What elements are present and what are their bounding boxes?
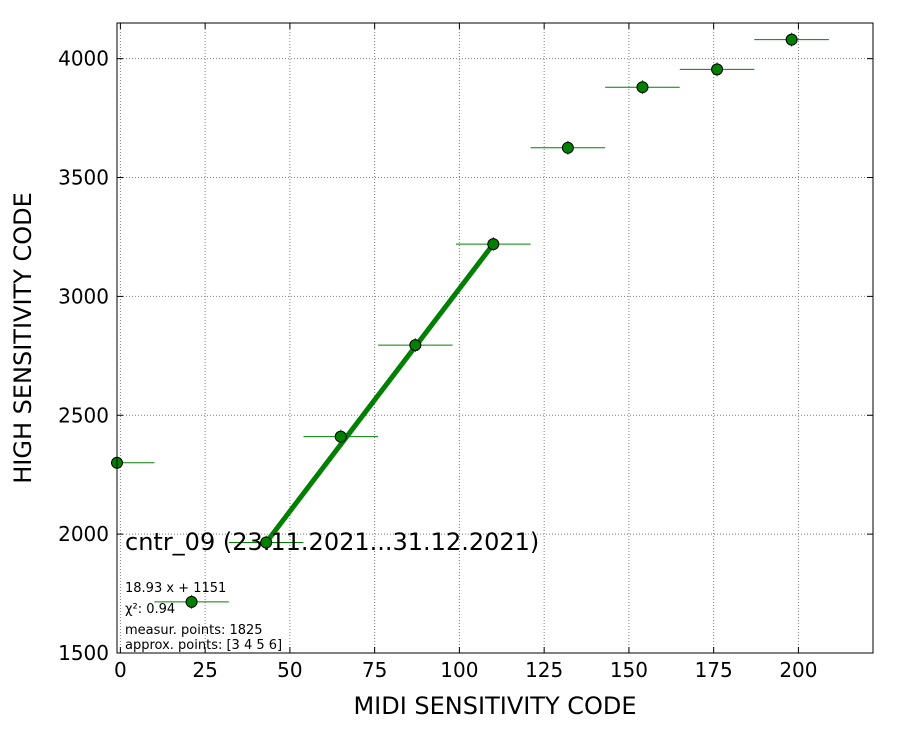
y-tick-label: 1500 <box>58 641 109 665</box>
fit-line-group <box>263 241 496 545</box>
x-tick-label: 25 <box>192 658 217 682</box>
x-tick-labels: 0 25 50 75 100 125 150 175 200 <box>114 658 817 682</box>
chart-title: cntr_09 (23.11.2021...31.12.2021) <box>125 528 539 556</box>
x-tick-label: 100 <box>440 658 478 682</box>
x-tick-label: 125 <box>525 658 563 682</box>
y-tick-label: 2500 <box>58 403 109 427</box>
data-point <box>409 339 422 352</box>
y-tick-labels: 1500 2000 2500 3000 3500 4000 <box>58 47 109 665</box>
x-tick-label: 0 <box>114 658 127 682</box>
x-tick-label: 50 <box>277 658 302 682</box>
y-tick-label: 3500 <box>58 166 109 190</box>
ticks <box>117 23 873 654</box>
x-tick-label: 150 <box>610 658 648 682</box>
data-point <box>334 430 347 443</box>
data-point <box>561 141 574 154</box>
annotation-chi-square: χ²: 0.94 <box>125 602 175 617</box>
x-axis-label: MIDI SENSITIVITY CODE <box>353 692 636 720</box>
y-axis-label: HIGH SENSITIVITY CODE <box>9 192 37 484</box>
annotation-measurement-points: measur. points: 1825 <box>125 623 263 638</box>
annotation-fit-equation: 18.93 x + 1151 <box>125 581 226 596</box>
y-tick-label: 3000 <box>58 284 109 308</box>
x-tick-label: 75 <box>362 658 387 682</box>
x-tick-label: 175 <box>695 658 733 682</box>
x-tick-label: 200 <box>779 658 817 682</box>
y-tick-label: 2000 <box>58 522 109 546</box>
annotation-approx-points: approx. points: [3 4 5 6] <box>125 638 282 653</box>
data-point <box>185 595 198 608</box>
data-point <box>785 33 798 46</box>
y-tick-label: 4000 <box>58 47 109 71</box>
data-point <box>711 63 724 76</box>
data-point <box>487 238 500 251</box>
plot-frame <box>116 22 874 654</box>
data-point <box>260 536 273 549</box>
data-points <box>111 33 798 608</box>
fit-line <box>263 241 496 545</box>
data-point <box>636 81 649 94</box>
